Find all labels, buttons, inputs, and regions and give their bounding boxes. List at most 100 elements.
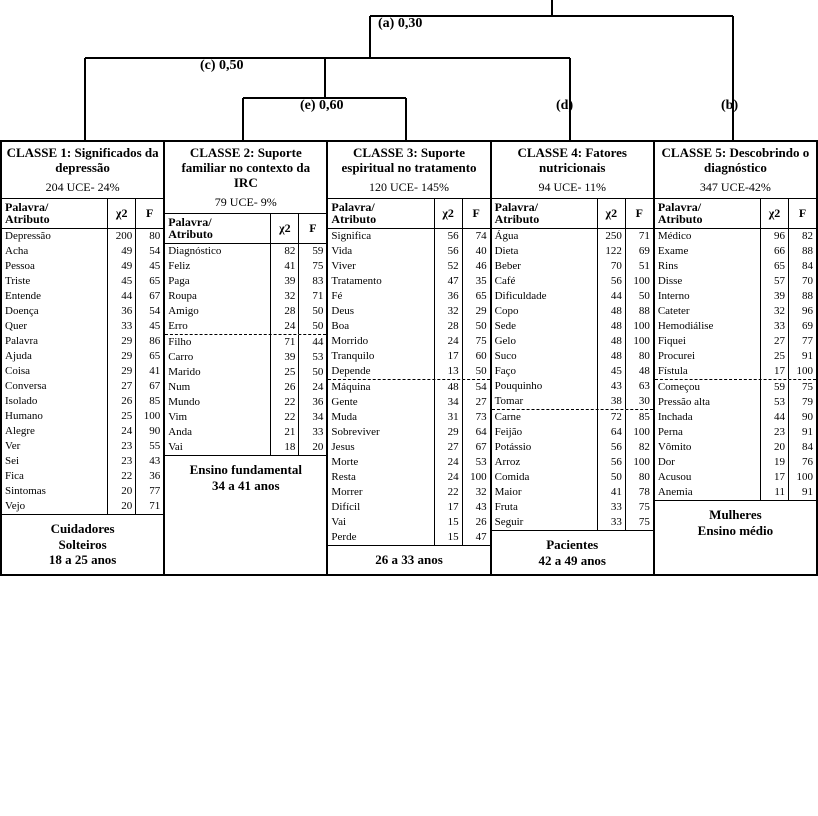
- cell-word: Suco: [492, 349, 597, 364]
- cell-word: Isolado: [2, 394, 107, 409]
- table-row: Vai1820: [165, 440, 326, 455]
- col-f: F: [462, 199, 490, 228]
- cell-word: Anemia: [655, 485, 760, 500]
- cell-word: Carro: [165, 350, 270, 365]
- cell-f: 45: [135, 319, 163, 334]
- table-row: Começou5975: [655, 380, 816, 395]
- cell-f: 84: [788, 440, 816, 455]
- table-row: Interno3988: [655, 289, 816, 304]
- table-row: Sobreviver2964: [328, 425, 489, 440]
- table-row: Viver5246: [328, 259, 489, 274]
- cell-f: 53: [298, 350, 326, 365]
- cell-f: 90: [788, 410, 816, 425]
- cell-f: 43: [135, 454, 163, 469]
- cell-chi2: 24: [434, 334, 462, 349]
- table-row: Vai1526: [328, 515, 489, 530]
- cell-chi2: 32: [434, 304, 462, 319]
- cell-chi2: 56: [597, 274, 625, 289]
- cell-word: Potássio: [492, 440, 597, 455]
- cell-f: 43: [462, 500, 490, 515]
- table-row: Fica2236: [2, 469, 163, 484]
- table-row: Tranquilo1760: [328, 349, 489, 364]
- cell-word: Dieta: [492, 244, 597, 259]
- cell-f: 46: [462, 259, 490, 274]
- cell-chi2: 33: [597, 500, 625, 515]
- cell-chi2: 27: [434, 440, 462, 455]
- table-row: Triste4565: [2, 274, 163, 289]
- cell-f: 29: [462, 304, 490, 319]
- cell-word: Sei: [2, 454, 107, 469]
- class-column-4: CLASSE 4: Fatores nutricionais94 UCE- 11…: [490, 140, 653, 576]
- table-row: Depende1350: [328, 364, 489, 380]
- cell-chi2: 24: [107, 424, 135, 439]
- table-row: Sei2343: [2, 454, 163, 469]
- col-chi2: χ2: [270, 214, 298, 243]
- cell-word: Feijão: [492, 425, 597, 440]
- cell-chi2: 66: [760, 244, 788, 259]
- cell-f: 90: [135, 424, 163, 439]
- table-row: Difícil1743: [328, 500, 489, 515]
- col-chi2: χ2: [597, 199, 625, 228]
- cell-word: Depressão: [2, 229, 107, 244]
- table-header: Palavra/Atributoχ2F: [492, 199, 653, 229]
- table-row: Tratamento4735: [328, 274, 489, 289]
- cell-f: 40: [462, 244, 490, 259]
- cell-f: 100: [625, 319, 653, 334]
- cell-chi2: 57: [760, 274, 788, 289]
- cell-word: Água: [492, 229, 597, 244]
- table-row: Mundo2236: [165, 395, 326, 410]
- table-row: Fiquei2777: [655, 334, 816, 349]
- table-row: Sintomas2077: [2, 484, 163, 499]
- cell-word: Jesus: [328, 440, 433, 455]
- cell-f: 80: [625, 470, 653, 485]
- cell-chi2: 38: [597, 394, 625, 409]
- dendro-label-e: (e) 0,60: [300, 98, 344, 114]
- cell-word: Arroz: [492, 455, 597, 470]
- cell-f: 50: [462, 319, 490, 334]
- cell-chi2: 39: [760, 289, 788, 304]
- cell-word: Maior: [492, 485, 597, 500]
- cell-chi2: 26: [107, 394, 135, 409]
- table-row: Carro3953: [165, 350, 326, 365]
- cell-f: 69: [788, 319, 816, 334]
- cell-f: 36: [135, 469, 163, 484]
- cell-f: 100: [625, 425, 653, 440]
- class-title: CLASSE 3: Suporte espiritual no tratamen…: [328, 142, 489, 180]
- cell-word: Acusou: [655, 470, 760, 485]
- cell-chi2: 23: [107, 439, 135, 454]
- cell-chi2: 44: [760, 410, 788, 425]
- cell-f: 100: [462, 470, 490, 485]
- cell-chi2: 41: [597, 485, 625, 500]
- cell-f: 91: [788, 349, 816, 364]
- cell-word: Começou: [655, 380, 760, 395]
- table-row: Dor1976: [655, 455, 816, 470]
- cell-chi2: 22: [434, 485, 462, 500]
- cell-f: 54: [462, 380, 490, 395]
- table-row: Pouquinho4363: [492, 379, 653, 394]
- cell-chi2: 21: [270, 425, 298, 440]
- cell-f: 35: [462, 274, 490, 289]
- cell-chi2: 23: [760, 425, 788, 440]
- table-row: Palavra2986: [2, 334, 163, 349]
- table-row: Beber7051: [492, 259, 653, 274]
- cell-chi2: 65: [760, 259, 788, 274]
- cell-word: Pessoa: [2, 259, 107, 274]
- table-row: Roupa3271: [165, 289, 326, 304]
- cell-word: Anda: [165, 425, 270, 440]
- cell-chi2: 36: [434, 289, 462, 304]
- cell-chi2: 17: [434, 500, 462, 515]
- class-title: CLASSE 4: Fatores nutricionais: [492, 142, 653, 180]
- class-title: CLASSE 5: Descobrindo o diagnóstico: [655, 142, 816, 180]
- demographics: 26 a 33 anos: [328, 545, 489, 574]
- cell-chi2: 20: [107, 499, 135, 514]
- cell-f: 69: [625, 244, 653, 259]
- cell-f: 26: [462, 515, 490, 530]
- cell-f: 85: [135, 394, 163, 409]
- cell-f: 100: [625, 334, 653, 349]
- cell-chi2: 43: [597, 379, 625, 394]
- cell-f: 96: [788, 304, 816, 319]
- table-row: Acusou17100: [655, 470, 816, 485]
- table-row: Num2624: [165, 380, 326, 395]
- table-row: Vim2234: [165, 410, 326, 425]
- cell-chi2: 24: [434, 470, 462, 485]
